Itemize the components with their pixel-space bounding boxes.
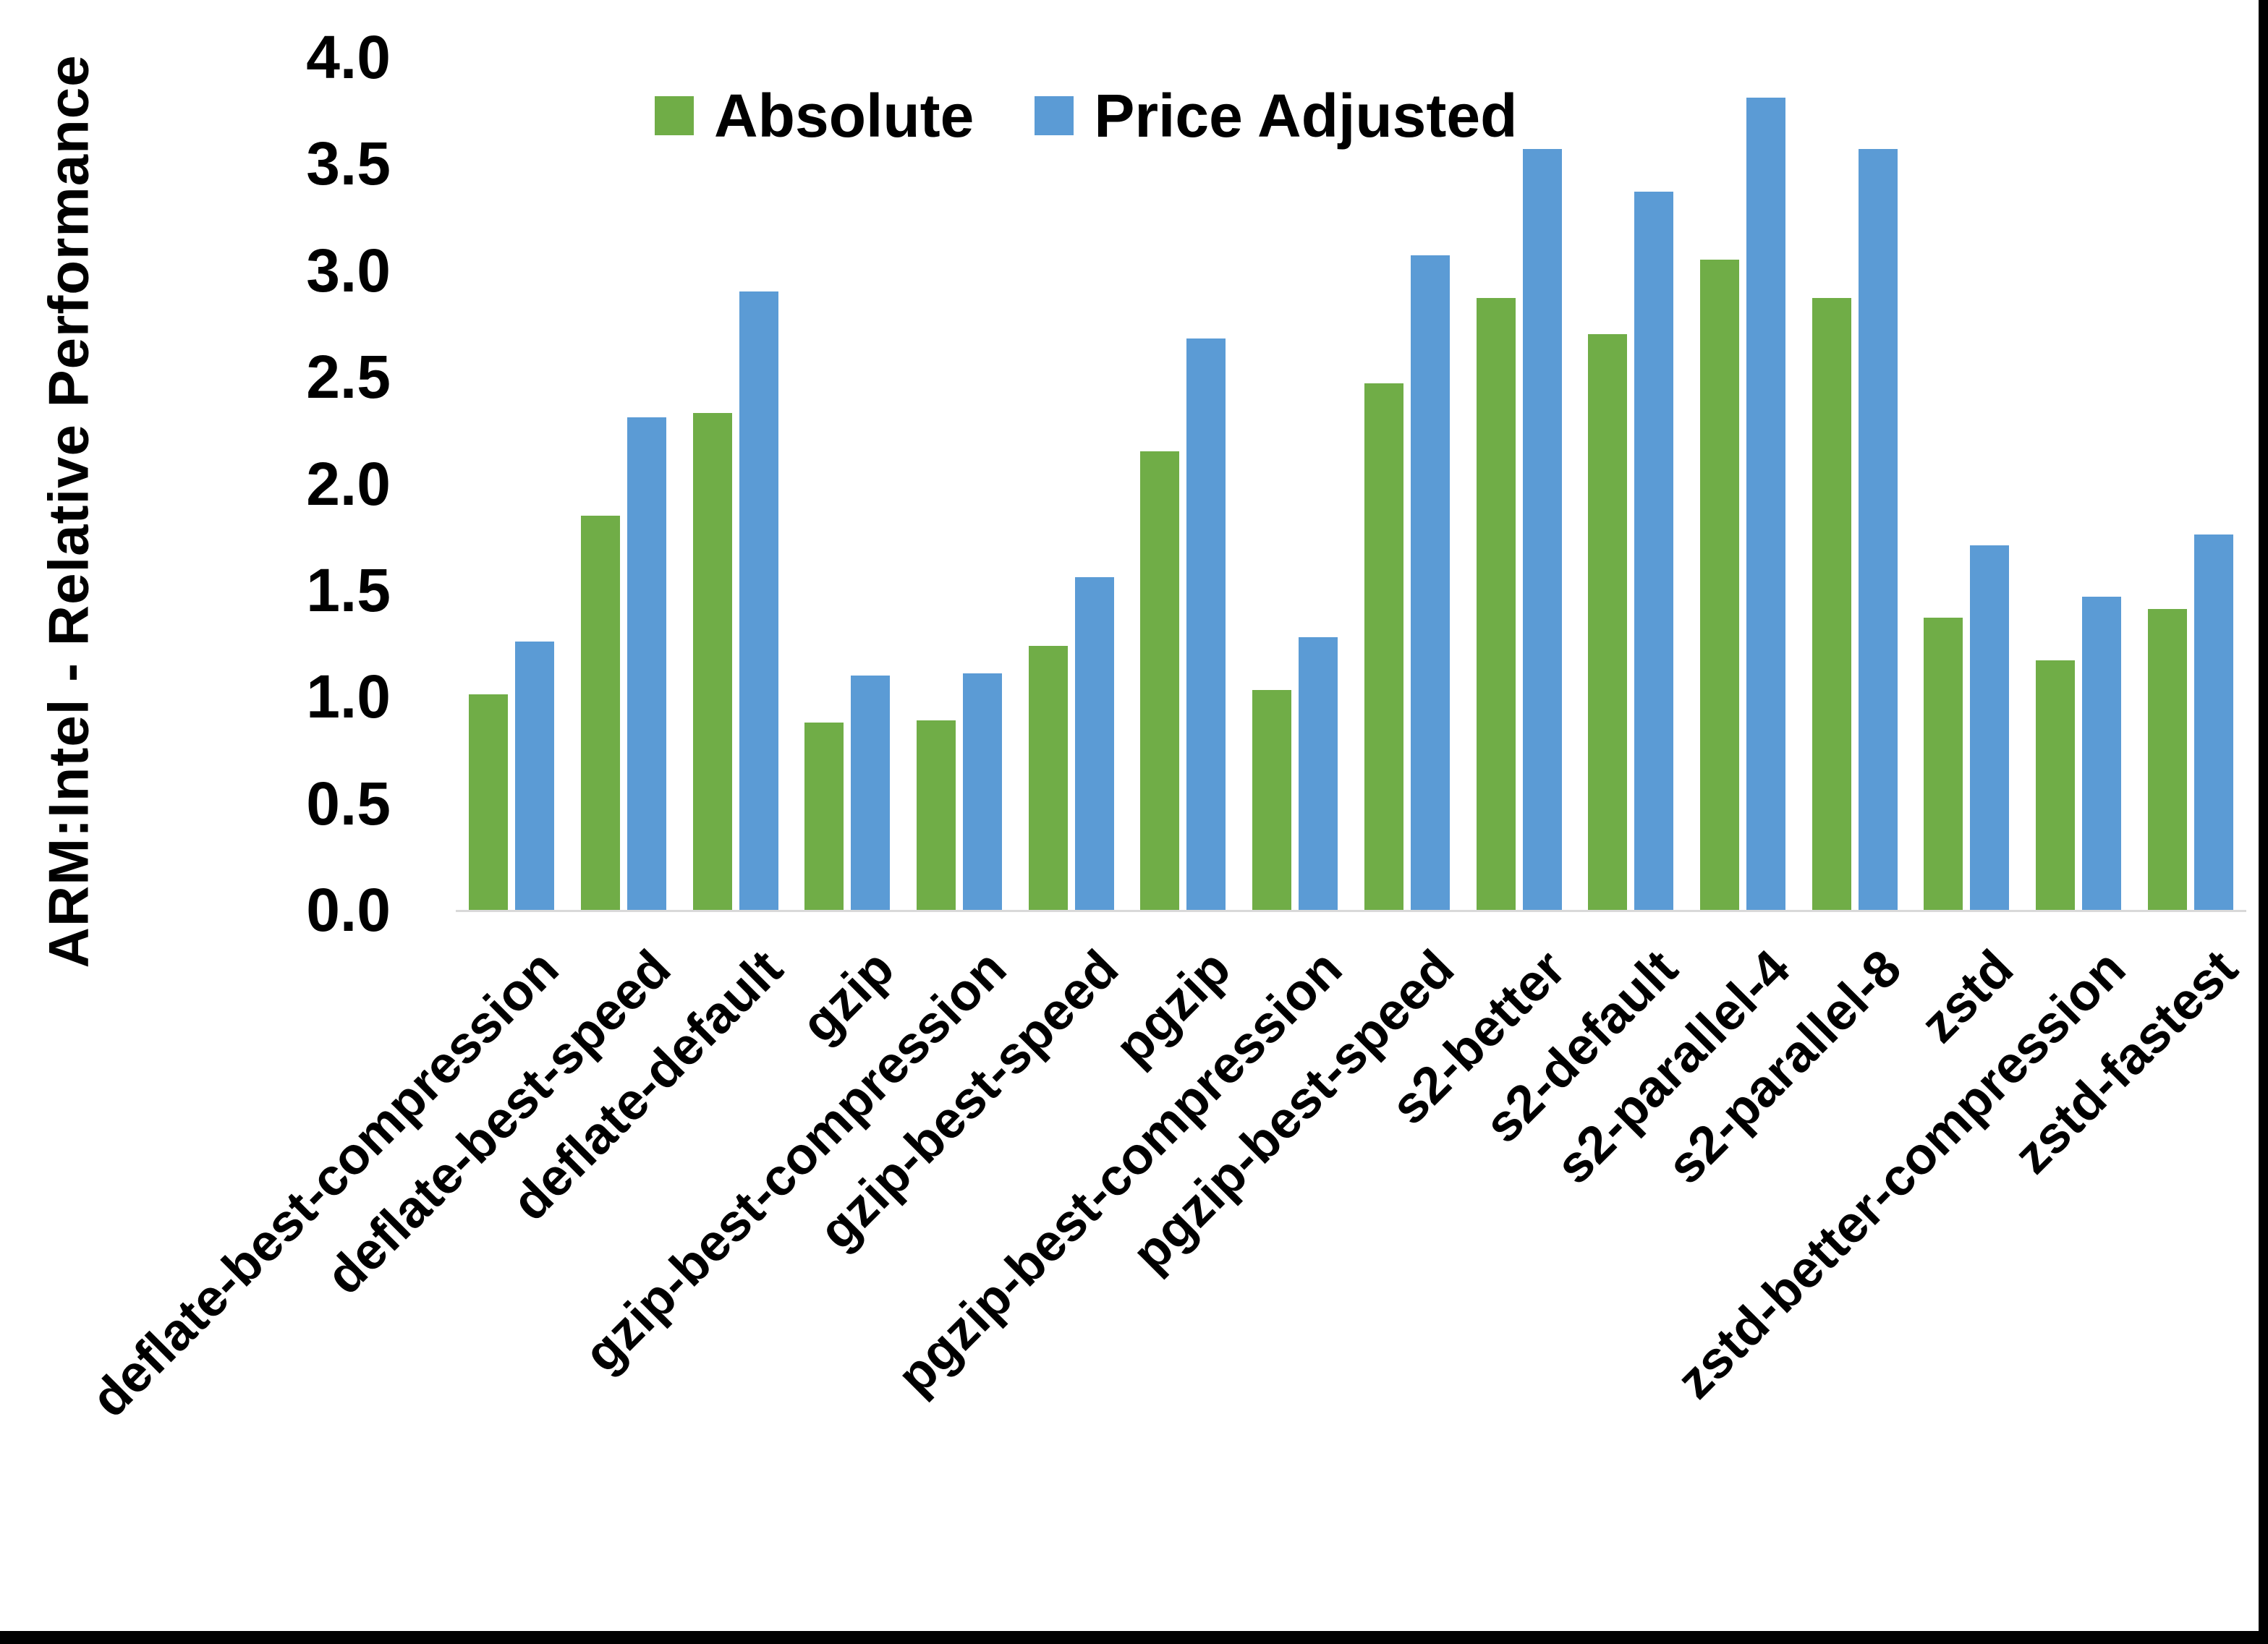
y-tick-label: 3.5 bbox=[306, 129, 391, 198]
bar-group-s2-default bbox=[1575, 57, 1687, 910]
y-tick-label: 2.5 bbox=[306, 343, 391, 412]
bar-group-pgzip bbox=[1127, 57, 1239, 910]
bar-absolute-deflate-best-compression bbox=[469, 694, 509, 910]
bar-price-adjusted-zstd-better-compression bbox=[2081, 596, 2121, 910]
plot-area bbox=[456, 57, 2246, 912]
bar-group-gzip-best-compression bbox=[904, 57, 1016, 910]
bar-price-adjusted-deflate-best-compression bbox=[515, 641, 555, 910]
bar-price-adjusted-s2-parallel-4 bbox=[1746, 98, 1785, 910]
bar-group-gzip-best-speed bbox=[1015, 57, 1127, 910]
bar-absolute-deflate-best-speed bbox=[581, 515, 621, 910]
bar-group-zstd bbox=[1911, 57, 2023, 910]
y-tick-label: 0.0 bbox=[306, 876, 391, 944]
y-tick-label: 1.5 bbox=[306, 555, 391, 624]
x-axis-label-deflate-best-compression: deflate-best-compression bbox=[80, 939, 570, 1428]
bar-group-s2-parallel-8 bbox=[1798, 57, 1911, 910]
bar-group-pgzip-best-speed bbox=[1351, 57, 1464, 910]
bar-absolute-pgzip bbox=[1140, 451, 1180, 910]
bar-group-pgzip-best-compression bbox=[1239, 57, 1351, 910]
bar-groups bbox=[456, 57, 2246, 910]
legend: Absolute Price Adjusted bbox=[655, 85, 1517, 146]
bar-price-adjusted-pgzip-best-compression bbox=[1299, 636, 1338, 910]
bar-absolute-zstd-fastest bbox=[2147, 609, 2187, 910]
bar-absolute-gzip-best-compression bbox=[917, 720, 956, 910]
y-axis-title: ARM:Intel - Relative Performance bbox=[36, 54, 101, 968]
bar-group-s2-better bbox=[1463, 57, 1575, 910]
legend-label: Price Adjusted bbox=[1094, 82, 1518, 150]
bar-price-adjusted-s2-default bbox=[1634, 191, 1674, 910]
bar-group-zstd-fastest bbox=[2134, 57, 2246, 910]
bar-absolute-deflate-default bbox=[692, 413, 732, 910]
legend-swatch-icon bbox=[1035, 96, 1074, 135]
bar-absolute-gzip bbox=[804, 722, 844, 910]
bar-price-adjusted-zstd bbox=[1970, 545, 2010, 910]
bar-absolute-s2-parallel-8 bbox=[1812, 298, 1851, 910]
bar-group-deflate-default bbox=[679, 57, 791, 910]
bar-price-adjusted-gzip-best-speed bbox=[1074, 577, 1114, 910]
y-tick-label: 0.5 bbox=[306, 769, 391, 838]
bar-price-adjusted-pgzip-best-speed bbox=[1410, 255, 1450, 910]
bar-price-adjusted-gzip bbox=[851, 675, 891, 910]
bar-price-adjusted-s2-parallel-8 bbox=[1858, 148, 1898, 910]
bar-absolute-pgzip-best-compression bbox=[1252, 690, 1292, 910]
bar-absolute-zstd bbox=[1924, 618, 1963, 910]
right-frame-border bbox=[2259, 0, 2268, 1644]
bar-absolute-s2-default bbox=[1588, 334, 1628, 910]
bar-absolute-pgzip-best-speed bbox=[1364, 383, 1403, 910]
bar-price-adjusted-pgzip bbox=[1186, 338, 1226, 910]
bar-absolute-s2-better bbox=[1476, 298, 1516, 910]
bar-group-s2-parallel-4 bbox=[1687, 57, 1799, 910]
bar-price-adjusted-deflate-default bbox=[739, 291, 778, 910]
bar-group-zstd-better-compression bbox=[2023, 57, 2135, 910]
bar-absolute-s2-parallel-4 bbox=[1699, 260, 1739, 910]
bar-group-deflate-best-compression bbox=[456, 57, 568, 910]
legend-swatch-icon bbox=[655, 96, 694, 135]
bar-absolute-gzip-best-speed bbox=[1028, 645, 1068, 910]
bar-group-gzip bbox=[791, 57, 904, 910]
legend-item-price-adjusted: Price Adjusted bbox=[1035, 85, 1517, 146]
legend-item-absolute: Absolute bbox=[655, 85, 974, 146]
bar-price-adjusted-zstd-fastest bbox=[2193, 534, 2233, 910]
legend-label: Absolute bbox=[714, 82, 974, 150]
y-tick-label: 2.0 bbox=[306, 449, 391, 518]
bar-absolute-zstd-better-compression bbox=[2035, 660, 2075, 910]
bar-price-adjusted-deflate-best-speed bbox=[627, 417, 667, 910]
bar-price-adjusted-gzip-best-compression bbox=[963, 673, 1003, 910]
y-tick-label: 1.0 bbox=[306, 663, 391, 731]
bar-price-adjusted-s2-better bbox=[1522, 148, 1562, 910]
bottom-frame-border bbox=[0, 1631, 2268, 1644]
y-tick-label: 4.0 bbox=[306, 23, 391, 91]
bar-group-deflate-best-speed bbox=[568, 57, 680, 910]
y-tick-label: 3.0 bbox=[306, 236, 391, 304]
